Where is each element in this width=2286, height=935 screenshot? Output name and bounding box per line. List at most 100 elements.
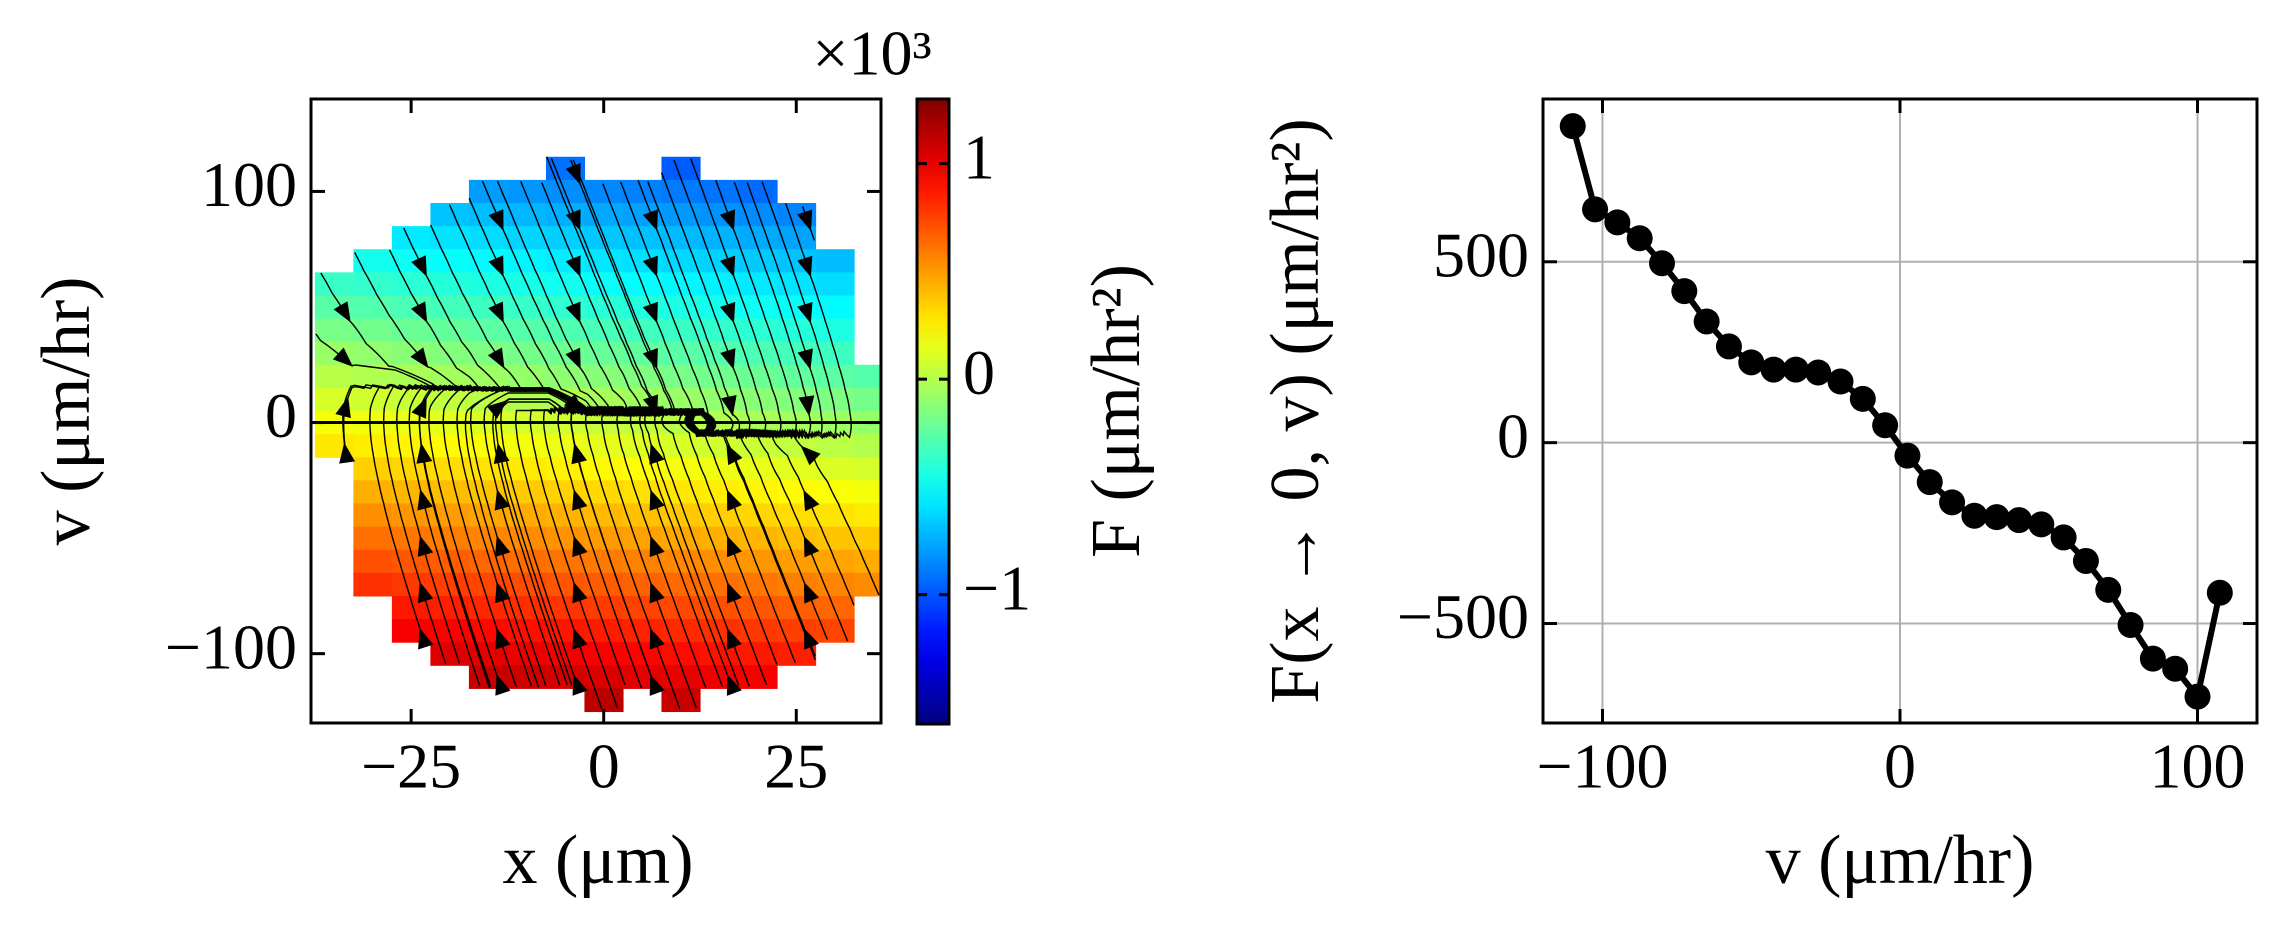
- marker: [2006, 507, 2032, 534]
- heatmap-cell: [854, 457, 881, 481]
- heatmap-cell: [584, 434, 624, 458]
- heatmap-cell: [353, 249, 393, 273]
- heatmap-cell: [738, 665, 778, 689]
- heatmap-cell: [854, 364, 881, 389]
- heatmap-cell: [815, 318, 855, 343]
- heatmap-cell: [661, 595, 701, 620]
- heatmap-cell: [815, 364, 855, 389]
- heatmap-cell: [507, 572, 547, 597]
- heatmap-cell: [430, 226, 470, 250]
- y-tick-label: 100: [201, 149, 297, 220]
- line: [1569, 125, 2223, 700]
- heatmap-cell: [584, 595, 624, 620]
- heatmap-cell: [507, 295, 547, 320]
- heatmap-cell: [815, 480, 855, 505]
- x-axis-label: v (μm/hr): [1766, 822, 2035, 899]
- marker: [1559, 113, 1586, 140]
- stream-arrow: [649, 581, 665, 604]
- stream-arrow: [720, 348, 736, 370]
- heatmap-cell: [815, 526, 855, 551]
- heatmap-cell: [584, 272, 624, 297]
- heatmap-cell: [584, 364, 624, 389]
- stream-arrow: [797, 209, 813, 231]
- stream-arrow: [565, 255, 581, 278]
- stream-arrow: [649, 489, 665, 511]
- x-tick-label: −100: [1536, 731, 1668, 802]
- stream-arrow: [800, 445, 821, 466]
- heatmap-cell: [738, 295, 778, 320]
- heatmap-cell: [353, 572, 393, 597]
- marker: [2072, 547, 2099, 574]
- heatmap-cell: [430, 295, 470, 320]
- heatmap-cell: [353, 457, 393, 481]
- marker: [2050, 524, 2077, 551]
- heatmap-cell: [507, 249, 547, 273]
- stream-arrow: [726, 674, 742, 696]
- stream-arrow: [727, 535, 742, 558]
- x-tick-label: 100: [2150, 731, 2246, 802]
- marker: [1782, 356, 1809, 383]
- stream-arrow: [642, 301, 658, 324]
- heatmap-cell: [738, 179, 778, 204]
- heatmap-cell: [738, 549, 778, 574]
- heatmap-cell: [661, 526, 701, 551]
- y-tick-label: 0: [265, 380, 297, 451]
- heatmap-cell: [353, 318, 393, 343]
- heatmap-cell: [738, 203, 778, 227]
- stream-arrow: [486, 400, 508, 419]
- heatmap-cell: [854, 434, 881, 458]
- heatmap-cell: [815, 572, 855, 597]
- heatmap-cell: [584, 249, 624, 273]
- heatmap-cell: [661, 295, 701, 320]
- heatmap-cell: [430, 364, 470, 389]
- marker: [1961, 502, 1988, 529]
- heatmap-cell: [815, 503, 855, 528]
- stream-arrow: [488, 209, 504, 231]
- heatmap-cell: [815, 434, 855, 458]
- heatmap-cell: [430, 318, 470, 343]
- marker: [2095, 576, 2122, 603]
- heatmap-cell: [815, 249, 855, 273]
- heatmap-cell: [661, 642, 701, 666]
- marker: [1671, 278, 1698, 305]
- heatmap-cell: [584, 665, 624, 689]
- heatmap-cell: [584, 619, 624, 643]
- heatmap-cell: [661, 179, 701, 204]
- marker: [1983, 504, 2010, 531]
- marker: [1649, 250, 1675, 277]
- stream-arrow: [488, 255, 504, 277]
- heatmap-cell: [430, 203, 470, 227]
- heatmap-cell: [430, 249, 470, 273]
- marker: [1939, 489, 1966, 516]
- heatmap-cell: [661, 572, 701, 597]
- stream-arrow: [572, 581, 588, 604]
- heatmap-cell: [545, 226, 586, 250]
- heatmap-cell: [854, 549, 881, 574]
- heatmap-cell: [738, 364, 778, 389]
- marker: [1626, 225, 1653, 252]
- heatmap-cell: [661, 457, 701, 481]
- marker: [2117, 611, 2144, 638]
- heatmap-cell: [854, 387, 881, 412]
- heatmap-cell: [622, 318, 663, 343]
- y-axis-label: v (μm/hr): [28, 277, 105, 546]
- heatmap-cell: [584, 688, 624, 713]
- heatmap-cell: [468, 318, 509, 343]
- heatmap-cell: [468, 226, 509, 250]
- marker: [1715, 333, 1742, 360]
- heatmap-cell: [661, 503, 701, 528]
- heatmap-cell: [430, 480, 470, 505]
- heatmap-cell: [738, 387, 778, 412]
- stream-arrow: [797, 348, 813, 370]
- heatmap-cell: [584, 457, 624, 481]
- heatmap-cell: [507, 549, 547, 574]
- heatmap-cell: [584, 572, 624, 597]
- heatmap-cell: [661, 318, 701, 343]
- stream-arrow: [720, 301, 736, 324]
- stream-arrow: [649, 443, 665, 465]
- stream-arrow: [417, 489, 433, 511]
- stream-arrow: [798, 395, 815, 417]
- heatmap-cell: [854, 572, 881, 597]
- heatmap-cell: [353, 526, 393, 551]
- heatmap-cell: [314, 364, 354, 389]
